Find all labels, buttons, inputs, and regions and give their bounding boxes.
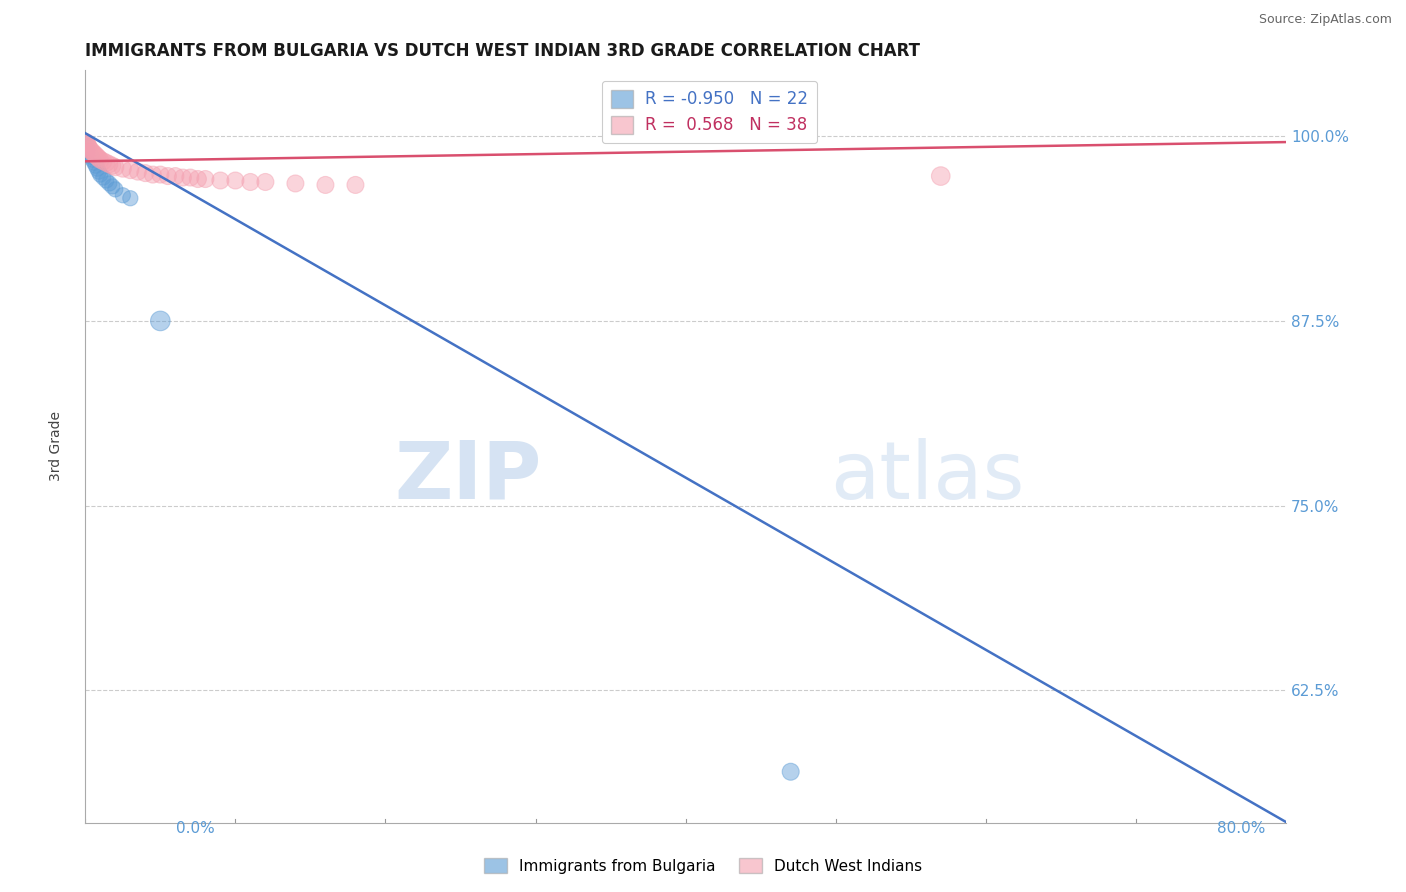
Point — [76, 136, 98, 151]
Point — [82, 145, 104, 160]
Point — [75, 136, 97, 151]
Point — [194, 172, 217, 186]
Point — [77, 141, 100, 155]
Point — [76, 139, 98, 153]
Point — [87, 164, 110, 178]
Point — [86, 150, 108, 164]
Point — [929, 169, 952, 183]
Point — [149, 314, 172, 328]
Point — [314, 178, 336, 192]
Point — [76, 138, 98, 153]
Point — [344, 178, 367, 192]
Point — [127, 164, 149, 178]
Point — [98, 157, 121, 171]
Point — [779, 764, 801, 779]
Text: 80.0%: 80.0% — [1218, 821, 1265, 836]
Point — [104, 160, 127, 174]
Point — [96, 173, 118, 187]
Point — [91, 154, 114, 169]
Legend: R = -0.950   N = 22, R =  0.568   N = 38: R = -0.950 N = 22, R = 0.568 N = 38 — [602, 81, 817, 143]
Point — [254, 175, 277, 189]
Point — [84, 148, 107, 162]
Point — [80, 150, 103, 164]
Point — [89, 153, 111, 167]
Point — [76, 141, 98, 155]
Point — [101, 179, 124, 194]
Point — [134, 166, 156, 180]
Point — [187, 172, 209, 186]
Point — [142, 168, 165, 182]
Text: 0.0%: 0.0% — [176, 821, 215, 836]
Point — [172, 170, 194, 185]
Point — [75, 135, 97, 149]
Legend: Immigrants from Bulgaria, Dutch West Indians: Immigrants from Bulgaria, Dutch West Ind… — [478, 852, 928, 880]
Point — [98, 177, 121, 191]
Point — [149, 168, 172, 182]
Point — [209, 173, 232, 187]
Text: atlas: atlas — [830, 438, 1024, 516]
Point — [120, 191, 142, 205]
Point — [165, 169, 187, 183]
Text: IMMIGRANTS FROM BULGARIA VS DUTCH WEST INDIAN 3RD GRADE CORRELATION CHART: IMMIGRANTS FROM BULGARIA VS DUTCH WEST I… — [86, 42, 921, 60]
Point — [101, 159, 124, 173]
Point — [83, 147, 105, 161]
Point — [156, 169, 179, 183]
Point — [80, 144, 103, 158]
Point — [77, 143, 100, 157]
Point — [284, 177, 307, 191]
Point — [91, 170, 114, 185]
Point — [84, 159, 107, 173]
Point — [89, 168, 111, 182]
Point — [82, 153, 104, 167]
Point — [79, 147, 101, 161]
Point — [77, 139, 100, 153]
Point — [79, 143, 101, 157]
Point — [83, 155, 105, 169]
Point — [111, 188, 134, 202]
Point — [96, 155, 118, 169]
Point — [77, 144, 100, 158]
Point — [224, 173, 246, 187]
Point — [120, 163, 142, 178]
Text: ZIP: ZIP — [394, 438, 541, 516]
Point — [87, 152, 110, 166]
Point — [86, 161, 108, 176]
Point — [239, 175, 262, 189]
Text: Source: ZipAtlas.com: Source: ZipAtlas.com — [1258, 13, 1392, 27]
Point — [179, 170, 201, 185]
Text: 3rd Grade: 3rd Grade — [49, 411, 63, 481]
Point — [104, 182, 127, 196]
Point — [111, 161, 134, 176]
